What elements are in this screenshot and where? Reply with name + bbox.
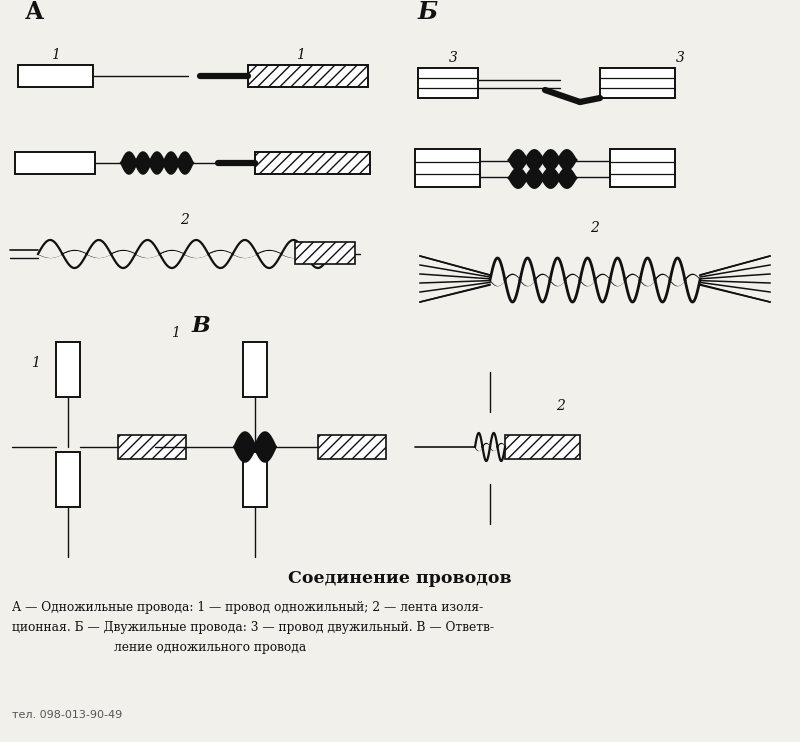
- Text: ционная. Б — Двужильные провода: 3 — провод двужильный. В — Ответв-: ционная. Б — Двужильные провода: 3 — про…: [12, 621, 494, 634]
- Text: ление одножильного провода: ление одножильного провода: [114, 641, 306, 654]
- Text: 1: 1: [30, 356, 39, 370]
- Bar: [15, 152, 95, 174]
- Text: Соединение проводов: Соединение проводов: [288, 570, 512, 587]
- Text: 2: 2: [555, 399, 565, 413]
- Bar: [243, 342, 267, 397]
- Bar: [243, 452, 267, 507]
- Text: 1: 1: [170, 326, 179, 340]
- Text: 2: 2: [590, 221, 599, 235]
- Text: А — Одножильные провода: 1 — провод одножильный; 2 — лента изоля-: А — Одножильные провода: 1 — провод одно…: [12, 601, 483, 614]
- Text: В: В: [192, 315, 210, 337]
- Bar: [255, 152, 370, 174]
- Bar: [295, 242, 355, 264]
- Bar: [118, 435, 186, 459]
- Text: Б: Б: [418, 0, 438, 24]
- Text: 1: 1: [50, 48, 59, 62]
- Bar: [418, 68, 478, 98]
- Bar: [248, 65, 368, 87]
- Bar: [318, 435, 386, 459]
- Bar: [415, 149, 480, 187]
- Bar: [18, 65, 93, 87]
- Text: 3: 3: [675, 51, 685, 65]
- Bar: [56, 452, 80, 507]
- Bar: [600, 68, 675, 98]
- Text: А: А: [25, 0, 44, 24]
- Bar: [505, 435, 580, 459]
- Text: 2: 2: [181, 213, 190, 227]
- Text: 3: 3: [449, 51, 458, 65]
- Bar: [610, 149, 675, 187]
- Bar: [56, 342, 80, 397]
- Text: 1: 1: [295, 48, 305, 62]
- Text: тел. 098-013-90-49: тел. 098-013-90-49: [12, 710, 122, 720]
